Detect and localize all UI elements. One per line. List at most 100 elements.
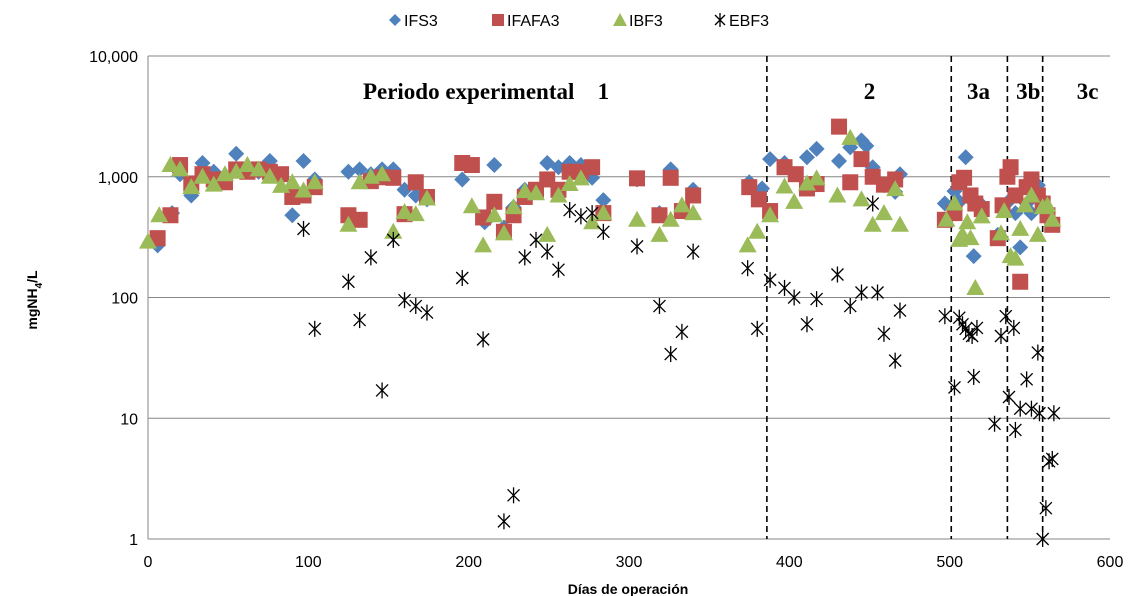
data-point (171, 160, 190, 177)
legend-label: IBF3 (629, 13, 663, 30)
data-point (1028, 225, 1047, 242)
data-point (662, 169, 679, 186)
data-point (970, 319, 984, 336)
gridlines (148, 55, 1110, 419)
data-point (890, 215, 909, 232)
data-point (938, 308, 952, 325)
data-point (965, 248, 982, 265)
data-point (574, 208, 588, 225)
data-point (1047, 405, 1061, 422)
period-label: 2 (864, 79, 876, 104)
data-point (675, 323, 689, 340)
data-point (1008, 421, 1022, 438)
data-point (283, 173, 302, 190)
y-tick-label: 10 (120, 411, 138, 428)
data-point (585, 205, 599, 222)
data-point (1011, 219, 1030, 236)
data-point (529, 231, 543, 248)
y-axis-label: mgNH4/L (24, 270, 45, 330)
period-boundaries (766, 56, 1044, 539)
data-point (583, 213, 602, 230)
data-point (1006, 249, 1025, 266)
data-point (685, 187, 702, 204)
data-point (1036, 531, 1050, 547)
data-point (1002, 388, 1016, 405)
data-point (139, 232, 157, 249)
data-point (808, 140, 825, 157)
data-point (994, 327, 1008, 344)
data-point (937, 210, 956, 227)
period-label: 3a (967, 79, 991, 104)
data-point (866, 195, 880, 212)
data-point (1038, 196, 1057, 213)
data-point (1045, 450, 1059, 467)
data-point (549, 186, 568, 203)
data-point (999, 308, 1013, 325)
data-point (594, 204, 613, 221)
axes (147, 56, 1110, 540)
data-point (364, 249, 378, 266)
data-point (1016, 196, 1035, 213)
data-point (842, 174, 859, 191)
legend-marker (492, 14, 504, 26)
data-point (628, 210, 647, 227)
data-point (353, 312, 367, 329)
data-point (807, 169, 826, 186)
data-point (494, 224, 513, 241)
x-tick-labels: 0 100 200 300 400 500 600 (144, 554, 1124, 571)
legend-item: EBF3 (714, 13, 769, 30)
y-axis-label-main: mgNH (24, 288, 40, 329)
data-point (800, 316, 814, 333)
data-point (455, 270, 469, 287)
data-point (855, 284, 868, 301)
data-point (841, 128, 860, 145)
data-point (797, 174, 816, 191)
legend-label: EBF3 (729, 13, 769, 30)
data-point (395, 203, 414, 220)
data-point (1013, 400, 1027, 417)
data-point (629, 170, 646, 187)
legend-item: IBF3 (613, 13, 663, 30)
data-point (507, 487, 521, 504)
data-point (204, 175, 223, 192)
data-point (787, 166, 804, 183)
data-point (967, 368, 981, 385)
data-point (672, 196, 691, 213)
data-point (386, 231, 400, 248)
data-point (684, 204, 703, 221)
data-point (571, 169, 590, 186)
data-point (798, 149, 815, 166)
data-point (273, 166, 290, 183)
data-point (887, 171, 904, 188)
data-point (351, 211, 368, 228)
data-point (385, 169, 402, 186)
data-point (871, 284, 884, 301)
data-point (518, 249, 532, 266)
data-point (1024, 400, 1038, 417)
data-point (417, 189, 436, 206)
data-point (182, 178, 201, 195)
data-point (686, 243, 700, 260)
data-point (540, 243, 554, 260)
data-point (893, 302, 907, 319)
data-point (339, 215, 358, 232)
data-point (810, 291, 824, 308)
data-point (595, 192, 612, 209)
y-tick-labels: 1 10 100 1,000 10,000 (89, 49, 138, 549)
data-point (486, 193, 503, 210)
data-point (375, 382, 389, 399)
x-tick-label: 200 (455, 554, 482, 571)
data-point (831, 153, 848, 170)
data-point (1031, 344, 1045, 361)
data-point (972, 207, 991, 224)
data-point (661, 210, 680, 227)
data-point (584, 159, 601, 176)
legend-marker (714, 13, 726, 27)
data-point (991, 224, 1010, 241)
data-point (650, 225, 669, 242)
data-point (149, 230, 166, 247)
x-tick-label: 300 (616, 554, 643, 571)
data-point (762, 151, 779, 168)
data-point (787, 289, 801, 306)
